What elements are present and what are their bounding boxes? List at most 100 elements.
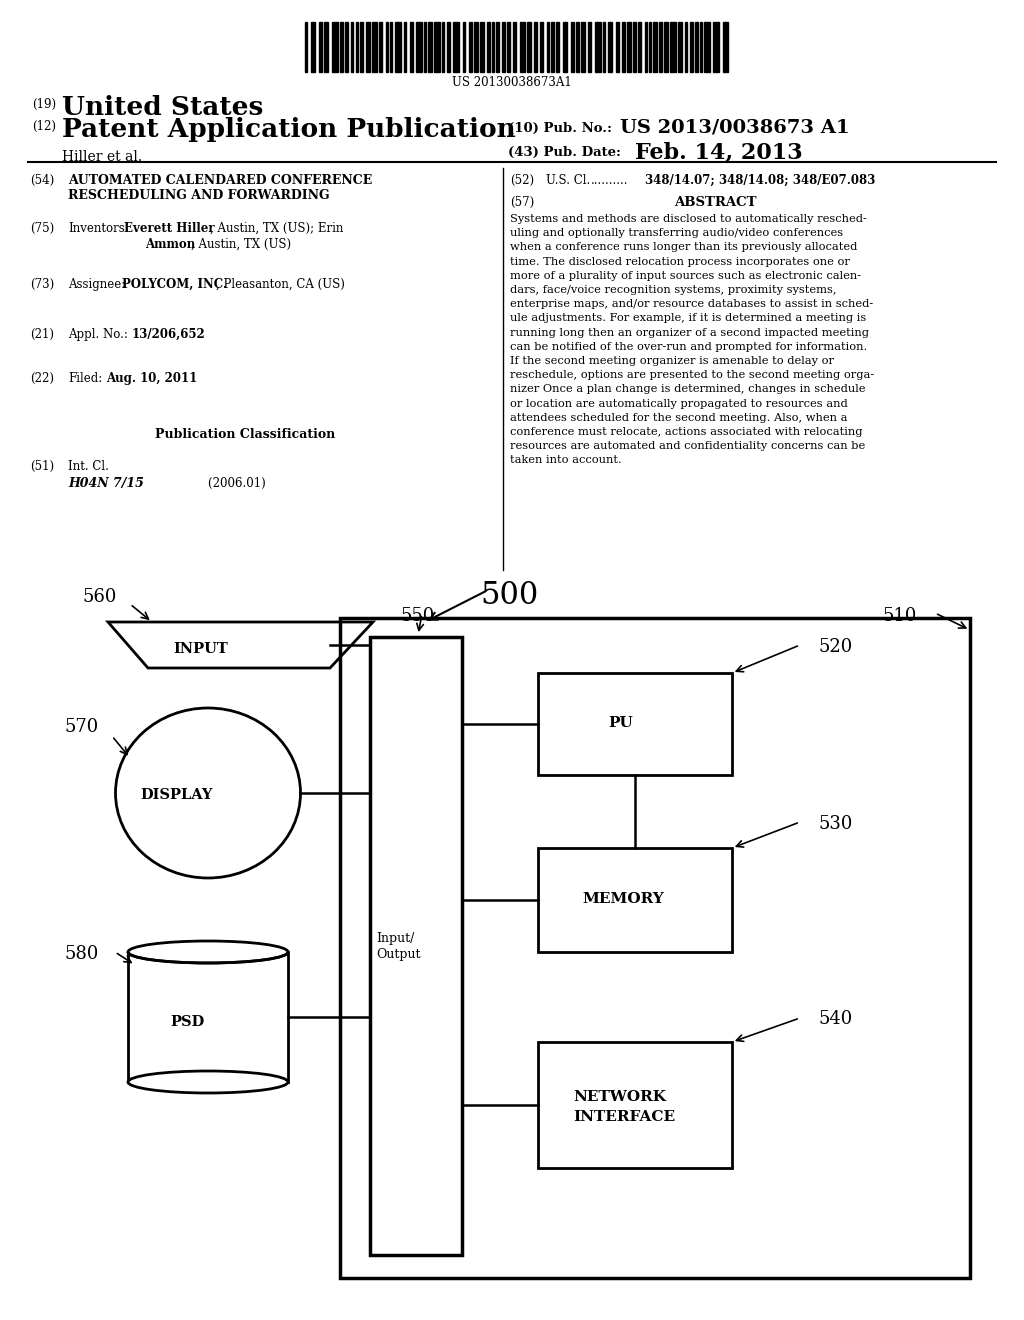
Text: Filed:: Filed:: [68, 372, 102, 385]
Text: resources are automated and confidentiality concerns can be: resources are automated and confidential…: [510, 441, 865, 451]
Text: Feb. 14, 2013: Feb. 14, 2013: [635, 143, 803, 164]
Text: or location are automatically propagated to resources and: or location are automatically propagated…: [510, 399, 848, 409]
Bar: [474, 22, 478, 73]
Bar: [442, 22, 444, 73]
Bar: [324, 22, 328, 73]
Text: (2006.01): (2006.01): [163, 477, 266, 490]
Text: (57): (57): [510, 195, 535, 209]
Text: can be notified of the over-run and prompted for information.: can be notified of the over-run and prom…: [510, 342, 867, 352]
Text: Input/: Input/: [376, 932, 415, 945]
Bar: [527, 22, 531, 73]
Bar: [713, 22, 719, 73]
Bar: [513, 22, 516, 73]
Bar: [649, 22, 651, 73]
Text: (22): (22): [30, 372, 54, 385]
Text: when a conference runs longer than its previously allocated: when a conference runs longer than its p…: [510, 243, 857, 252]
Text: ..........: ..........: [591, 174, 629, 187]
Bar: [447, 22, 450, 73]
Bar: [547, 22, 549, 73]
Bar: [469, 22, 472, 73]
Text: (73): (73): [30, 279, 54, 290]
Bar: [581, 22, 585, 73]
Text: 510: 510: [882, 607, 916, 624]
Text: US 2013/0038673 A1: US 2013/0038673 A1: [620, 117, 850, 136]
Bar: [616, 22, 618, 73]
Bar: [700, 22, 702, 73]
Bar: [340, 22, 343, 73]
Bar: [563, 22, 567, 73]
Text: Publication Classification: Publication Classification: [155, 428, 335, 441]
Text: Systems and methods are disclosed to automatically resched-: Systems and methods are disclosed to aut…: [510, 214, 867, 224]
Bar: [556, 22, 559, 73]
Bar: [311, 22, 315, 73]
Text: (75): (75): [30, 222, 54, 235]
Text: (43) Pub. Date:: (43) Pub. Date:: [508, 147, 621, 158]
Bar: [705, 22, 710, 73]
Bar: [638, 22, 641, 73]
Bar: [332, 22, 338, 73]
Text: 560: 560: [82, 587, 117, 606]
Bar: [370, 638, 462, 1255]
Text: Int. Cl.: Int. Cl.: [68, 459, 109, 473]
Bar: [540, 22, 543, 73]
Bar: [551, 22, 554, 73]
Bar: [723, 22, 728, 73]
Text: Patent Application Publication: Patent Application Publication: [62, 117, 516, 143]
Bar: [695, 22, 698, 73]
Bar: [664, 22, 668, 73]
Bar: [502, 22, 505, 73]
Text: DISPLAY: DISPLAY: [140, 788, 212, 803]
Bar: [372, 22, 377, 73]
Text: 520: 520: [818, 638, 852, 656]
Ellipse shape: [128, 941, 288, 964]
Text: 540: 540: [818, 1010, 852, 1028]
Bar: [424, 22, 426, 73]
Text: 13/206,652: 13/206,652: [132, 327, 206, 341]
Bar: [520, 22, 525, 73]
Bar: [487, 22, 490, 73]
Bar: [627, 22, 631, 73]
Text: dars, face/voice recognition systems, proximity systems,: dars, face/voice recognition systems, pr…: [510, 285, 837, 294]
Text: enterprise maps, and/or resource databases to assist in sched-: enterprise maps, and/or resource databas…: [510, 300, 873, 309]
Text: U.S. Cl.: U.S. Cl.: [546, 174, 590, 187]
Ellipse shape: [128, 1071, 288, 1093]
Bar: [360, 22, 362, 73]
Text: nizer Once a plan change is determined, changes in schedule: nizer Once a plan change is determined, …: [510, 384, 865, 395]
Text: 570: 570: [65, 718, 99, 737]
Bar: [404, 22, 406, 73]
Text: (12): (12): [32, 120, 56, 133]
Text: (54): (54): [30, 174, 54, 187]
Text: uling and optionally transferring audio/video conferences: uling and optionally transferring audio/…: [510, 228, 843, 238]
Bar: [622, 22, 625, 73]
Text: US 20130038673A1: US 20130038673A1: [453, 77, 571, 88]
Text: conference must relocate, actions associated with relocating: conference must relocate, actions associ…: [510, 426, 862, 437]
Bar: [410, 22, 413, 73]
Bar: [434, 22, 440, 73]
Bar: [416, 22, 422, 73]
Text: running long then an organizer of a second impacted meeting: running long then an organizer of a seco…: [510, 327, 869, 338]
Text: Everett Hiller: Everett Hiller: [124, 222, 215, 235]
Text: 500: 500: [480, 579, 539, 611]
Text: PU: PU: [608, 715, 633, 730]
Text: Assignee:: Assignee:: [68, 279, 125, 290]
Text: ABSTRACT: ABSTRACT: [674, 195, 757, 209]
Bar: [653, 22, 657, 73]
Text: time. The disclosed relocation process incorporates one or: time. The disclosed relocation process i…: [510, 256, 850, 267]
Bar: [386, 22, 388, 73]
Bar: [480, 22, 484, 73]
Bar: [608, 22, 612, 73]
Text: INPUT: INPUT: [173, 642, 227, 656]
Bar: [534, 22, 537, 73]
Text: United States: United States: [62, 95, 263, 120]
Text: more of a plurality of input sources such as electronic calen-: more of a plurality of input sources suc…: [510, 271, 861, 281]
Text: (19): (19): [32, 98, 56, 111]
Text: Ammon: Ammon: [145, 238, 196, 251]
Text: 530: 530: [818, 814, 852, 833]
Text: 550: 550: [400, 607, 434, 624]
Text: INTERFACE: INTERFACE: [573, 1110, 675, 1125]
Bar: [379, 22, 382, 73]
Text: , Austin, TX (US); Erin: , Austin, TX (US); Erin: [210, 222, 343, 235]
Bar: [595, 22, 601, 73]
Text: Aug. 10, 2011: Aug. 10, 2011: [106, 372, 198, 385]
Text: PSD: PSD: [170, 1015, 204, 1030]
